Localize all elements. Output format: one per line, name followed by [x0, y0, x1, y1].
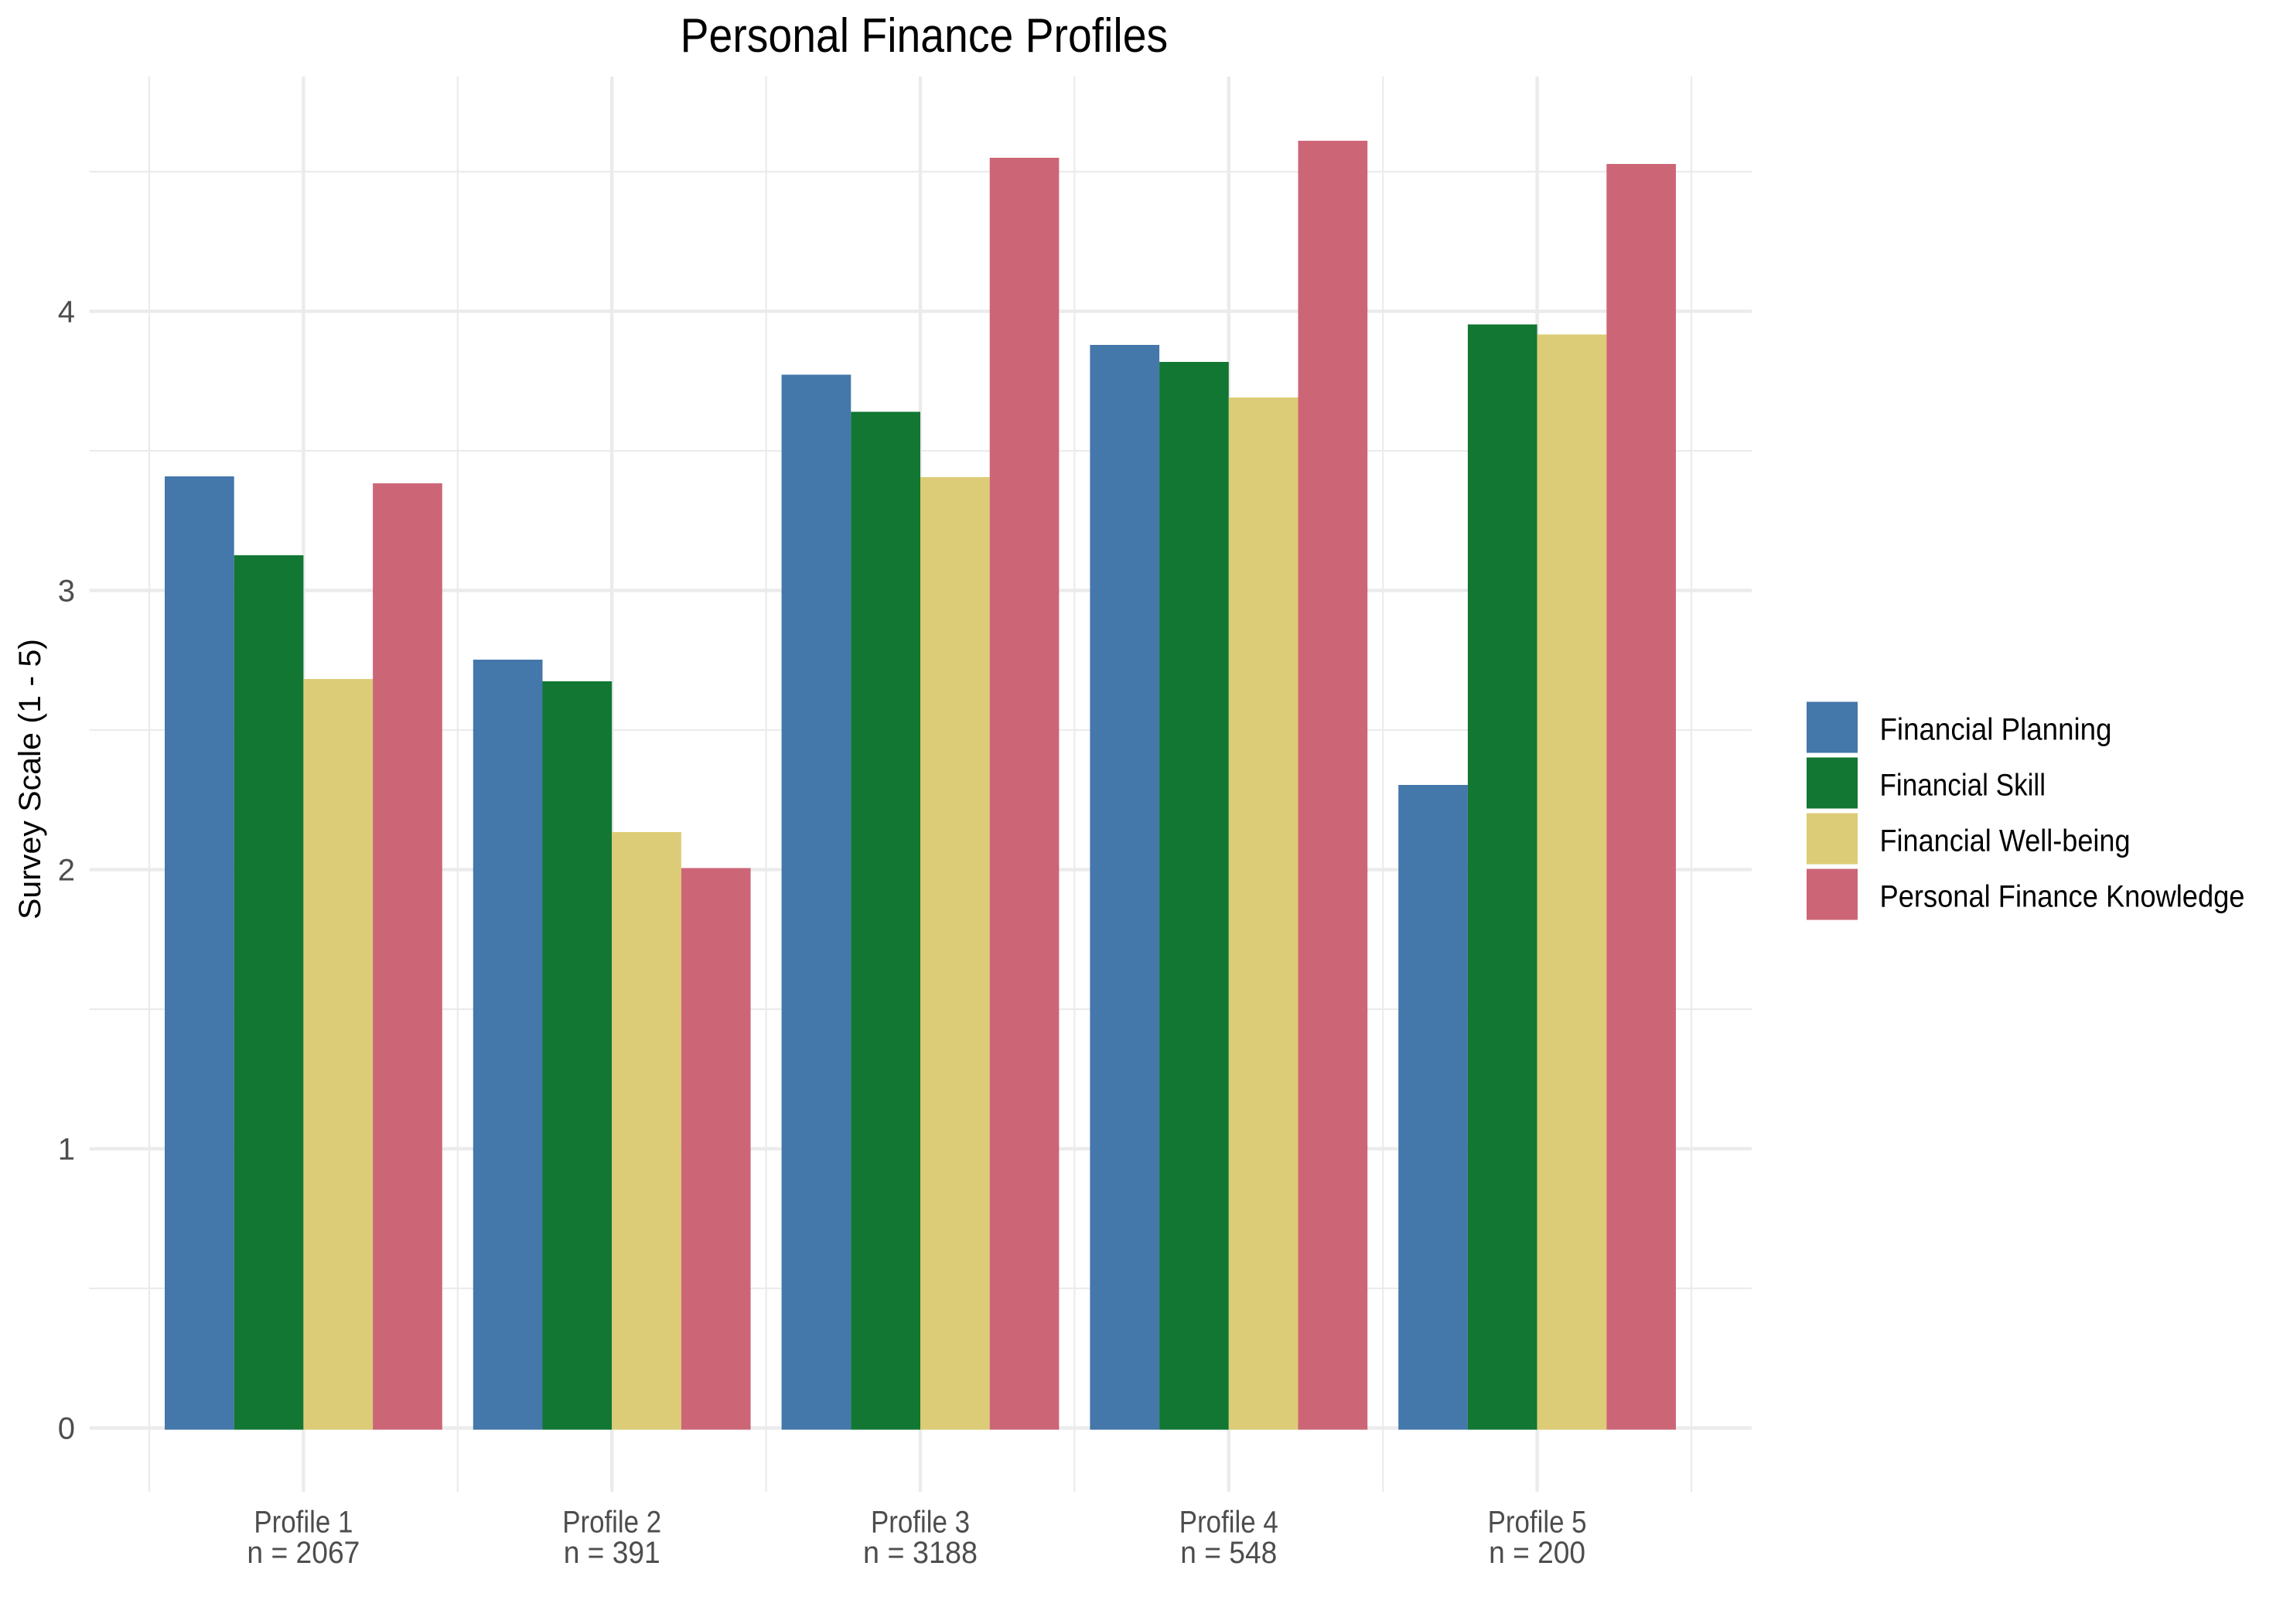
svg-text:Survey Scale (1 - 5): Survey Scale (1 - 5)	[13, 639, 47, 919]
svg-text:Financial Well-being: Financial Well-being	[1880, 824, 2131, 858]
svg-text:2: 2	[58, 854, 75, 888]
svg-text:Profile 4: Profile 4	[1179, 1506, 1278, 1540]
svg-text:n = 200: n = 200	[1489, 1536, 1585, 1570]
svg-text:Profile 5: Profile 5	[1488, 1506, 1587, 1540]
svg-text:n = 3188: n = 3188	[863, 1536, 978, 1570]
svg-text:Financial Planning: Financial Planning	[1880, 713, 2112, 747]
svg-text:Personal Finance Knowledge: Personal Finance Knowledge	[1880, 880, 2245, 914]
svg-text:n = 548: n = 548	[1180, 1536, 1277, 1570]
svg-text:Profile 2: Profile 2	[562, 1506, 661, 1540]
svg-text:1: 1	[58, 1133, 75, 1167]
svg-text:3: 3	[58, 575, 75, 609]
svg-text:n = 2067: n = 2067	[247, 1536, 360, 1570]
svg-text:0: 0	[58, 1412, 75, 1446]
svg-text:4: 4	[58, 295, 75, 329]
svg-text:Personal Finance Profiles: Personal Finance Profiles	[681, 9, 1169, 63]
svg-text:Profile 3: Profile 3	[871, 1506, 970, 1540]
svg-text:Financial Skill: Financial Skill	[1880, 769, 2046, 803]
svg-text:n = 391: n = 391	[564, 1536, 660, 1570]
svg-text:Profile 1: Profile 1	[254, 1506, 353, 1540]
